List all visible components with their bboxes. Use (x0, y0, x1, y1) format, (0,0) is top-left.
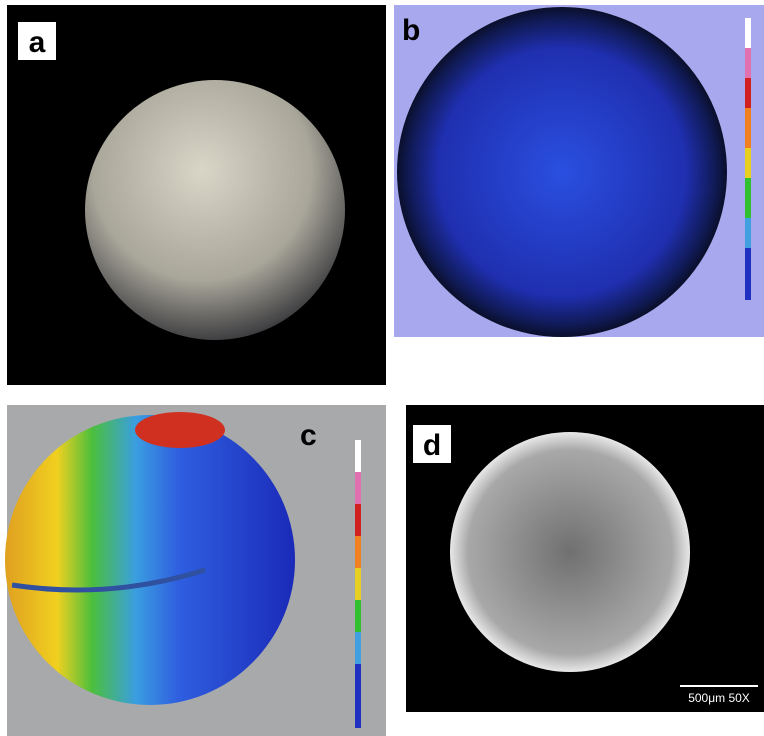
figure: a b c d 500μm 50X (0, 0, 764, 736)
panel-label: d (423, 429, 441, 462)
scale-bar-label: 500μm 50X (688, 691, 750, 705)
sphere (5, 415, 295, 705)
panel-label: b (402, 14, 420, 47)
colorbar (745, 18, 751, 300)
hot-spot (135, 412, 225, 448)
colorbar (355, 440, 361, 728)
page: a b c d 500μm 50X (() => { const data = … (0, 0, 764, 736)
sphere (85, 80, 345, 340)
sphere (450, 432, 690, 672)
panel-label: c (300, 419, 317, 452)
panel-label: a (29, 26, 46, 59)
sphere (397, 7, 727, 337)
